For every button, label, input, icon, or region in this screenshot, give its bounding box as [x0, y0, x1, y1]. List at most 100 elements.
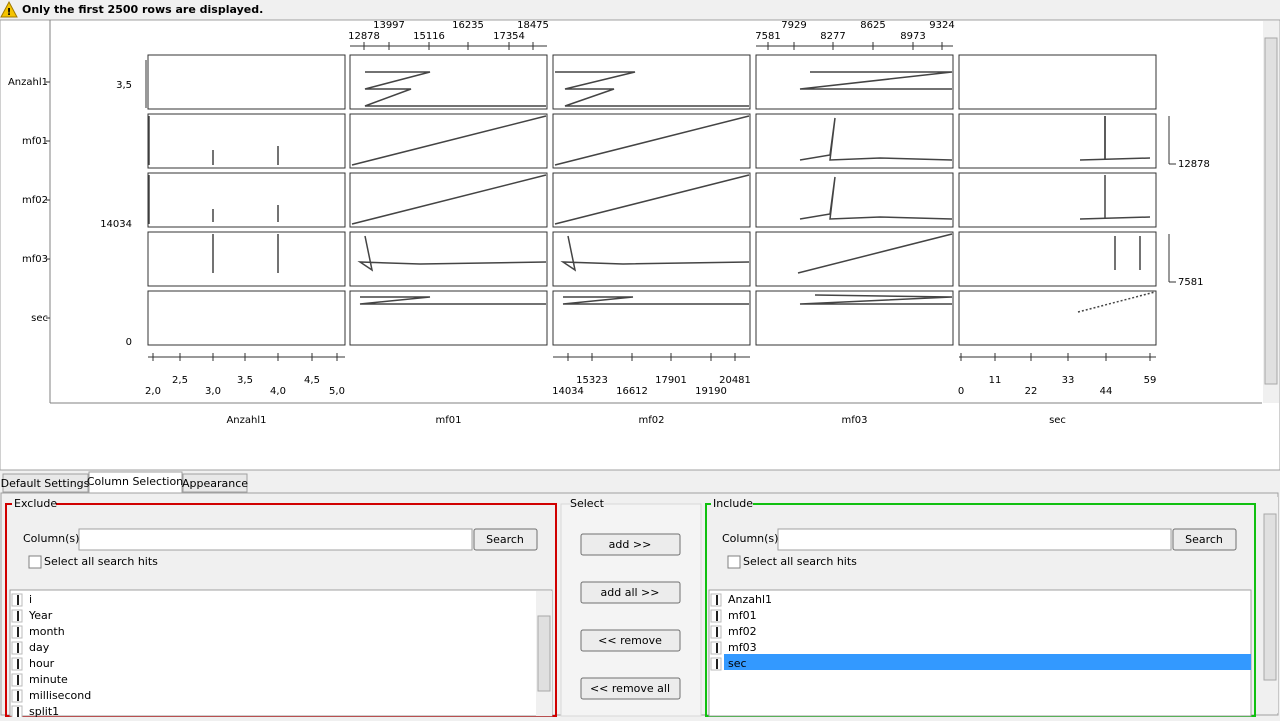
scroll-thumb[interactable] [537, 615, 551, 692]
scatter-trace [799, 294, 953, 305]
include-list [708, 589, 1252, 717]
matrix-cell [147, 113, 346, 169]
warning-icon-mark: ! [7, 7, 12, 18]
search-button[interactable] [1172, 528, 1237, 551]
bottom-tick-label: 5,0 [329, 386, 345, 397]
bottom-tick-label: 3,5 [237, 375, 253, 386]
bottom-tick-label: 11 [989, 375, 1002, 386]
select-button[interactable] [580, 533, 681, 556]
list-item[interactable]: Anzahl1 [728, 593, 772, 606]
matrix-cell [147, 54, 346, 110]
bottom-tick-label: 4,5 [304, 375, 320, 386]
search-input[interactable] [777, 528, 1172, 551]
list-item[interactable]: hour [29, 657, 55, 670]
button-label[interactable]: << remove all [590, 682, 670, 695]
matrix-cell [958, 113, 1157, 169]
matrix-cell [552, 113, 751, 169]
bottom-tick-label: 14034 [552, 386, 584, 397]
column-label: Anzahl1 [226, 415, 266, 426]
scatter-trace [555, 71, 749, 107]
select-button[interactable] [580, 629, 681, 652]
selected-row[interactable] [724, 654, 1251, 670]
tab-label[interactable]: Column Selection [87, 475, 183, 488]
tab[interactable] [182, 473, 248, 493]
checkbox[interactable] [28, 555, 42, 569]
top-tick-label: 7929 [781, 20, 806, 31]
tab-label[interactable]: Default Settings [1, 477, 90, 490]
matrix-cell [349, 290, 548, 346]
list-item[interactable]: day [29, 641, 50, 654]
top-tick-label: 12878 [348, 31, 380, 42]
matrix-cell [349, 113, 548, 169]
list-item[interactable]: mf03 [728, 641, 757, 654]
matrix-cell [958, 231, 1157, 287]
warning-text: Only the first 2500 rows are displayed. [22, 3, 263, 16]
button-label[interactable]: << remove [598, 634, 662, 647]
scatter-trace [359, 296, 546, 305]
row-label: mf01 [22, 136, 48, 147]
checkbox-label[interactable]: Select all search hits [743, 555, 857, 568]
row-label: sec [31, 313, 48, 324]
top-tick-label: 7581 [755, 31, 780, 42]
scroll-thumb[interactable] [1264, 37, 1278, 385]
warning-icon [0, 0, 18, 18]
group-title: Include [713, 497, 753, 510]
matrix-cell [552, 54, 751, 110]
row-label: mf03 [22, 254, 48, 265]
select-button[interactable] [580, 677, 681, 700]
tab[interactable] [2, 473, 89, 493]
list-item[interactable]: month [29, 625, 65, 638]
right-tick-label: 7581 [1178, 277, 1203, 288]
scatter-trace [560, 235, 750, 272]
top-tick-label: 8973 [900, 31, 925, 42]
list-item[interactable]: i [29, 593, 32, 606]
bottom-tick-label: 19190 [695, 386, 727, 397]
top-tick-label: 18475 [517, 20, 549, 31]
search-input[interactable] [78, 528, 473, 551]
matrix-cell [349, 231, 548, 287]
top-tick-label: 15116 [413, 31, 445, 42]
scatter-trace [554, 115, 750, 166]
scroll-thumb[interactable] [1263, 513, 1277, 681]
button-label[interactable]: add >> [609, 538, 652, 551]
tab-label[interactable]: Appearance [182, 477, 248, 490]
list-item[interactable]: mf02 [728, 625, 757, 638]
column-label: sec [1049, 415, 1066, 426]
bottom-tick-label: 44 [1100, 386, 1113, 397]
scatter-trace [1077, 291, 1156, 313]
list-item[interactable]: split1 [29, 705, 59, 718]
bottom-tick-label: 33 [1062, 375, 1075, 386]
matrix-cell [147, 172, 346, 228]
list-item[interactable]: millisecond [29, 689, 91, 702]
list-item[interactable]: sec [728, 657, 747, 670]
scatter-trace [554, 174, 750, 225]
scatter-trace [799, 176, 953, 220]
matrix-cell [147, 290, 346, 346]
button-label[interactable]: Search [1185, 533, 1223, 546]
matrix-cell [755, 113, 954, 169]
column-label: mf03 [842, 415, 868, 426]
list-item[interactable]: Year [28, 609, 53, 622]
bottom-tick-label: 2,0 [145, 386, 161, 397]
top-tick-label: 8625 [860, 20, 885, 31]
matrix-cell [552, 231, 751, 287]
matrix-cell [349, 172, 548, 228]
exclude-list [9, 589, 553, 717]
top-tick-label: 16235 [452, 20, 484, 31]
matrix-cell [958, 54, 1157, 110]
checkbox-label[interactable]: Select all search hits [44, 555, 158, 568]
button-label[interactable]: add all >> [601, 586, 660, 599]
bottom-tick-label: 20481 [719, 375, 751, 386]
list-item[interactable]: mf01 [728, 609, 757, 622]
bottom-tick-label: 4,0 [270, 386, 286, 397]
list-item[interactable]: minute [29, 673, 68, 686]
select-button[interactable] [580, 581, 681, 604]
field-label: Column(s): [722, 532, 782, 545]
checkbox[interactable] [727, 555, 741, 569]
top-tick-label: 13997 [373, 20, 405, 31]
search-button[interactable] [473, 528, 538, 551]
top-tick-label: 8277 [820, 31, 845, 42]
button-label[interactable]: Search [486, 533, 524, 546]
